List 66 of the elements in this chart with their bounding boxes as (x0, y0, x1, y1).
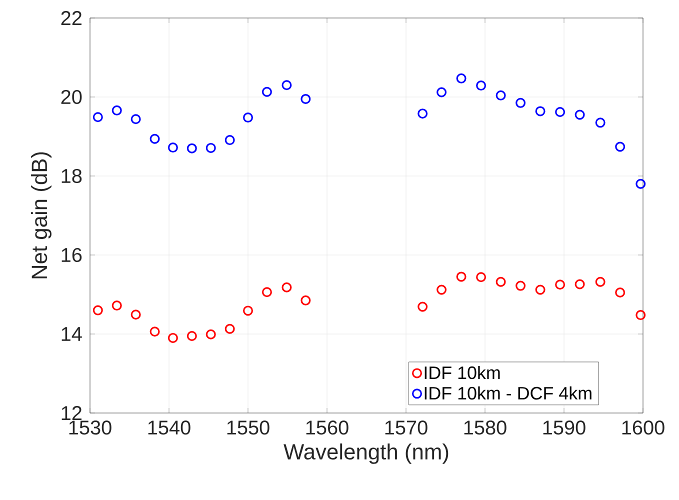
point (300, 94, 311, 104)
x-tick-label: 1540 (148, 420, 190, 435)
point (262, 86, 272, 97)
point (535, 284, 546, 295)
point (300, 295, 311, 306)
x-tick-label: 1590 (543, 420, 586, 435)
point (92, 305, 103, 316)
legend-label: IDF 10km - DCF 4km (424, 386, 592, 400)
point (555, 107, 566, 118)
x-tick-label: 1550 (227, 420, 270, 435)
point (282, 282, 292, 292)
point (224, 135, 235, 146)
point (168, 332, 178, 343)
point (595, 276, 606, 287)
y-tick-label: 16 (62, 248, 82, 262)
x-tick-label: 1600 (622, 420, 664, 435)
y-tick-label: 20 (61, 90, 82, 104)
point (496, 276, 506, 287)
point (206, 329, 216, 340)
point (150, 326, 160, 337)
point (112, 300, 122, 311)
point (224, 324, 235, 334)
point (516, 280, 526, 291)
y-tick-label: 12 (62, 406, 82, 420)
x-axis-title: Wavelength (nm) (284, 443, 448, 464)
point (282, 80, 292, 90)
point (418, 302, 428, 312)
point (262, 287, 272, 298)
y-tick-label: 14 (62, 327, 82, 341)
point (516, 98, 526, 108)
point (168, 142, 178, 153)
point (615, 288, 626, 298)
point (574, 279, 585, 290)
point (595, 118, 606, 128)
point (476, 272, 486, 282)
point (112, 105, 122, 116)
x-tick-label: 1530 (69, 420, 112, 435)
point (555, 280, 566, 290)
point (456, 272, 466, 282)
point (130, 114, 141, 124)
y-tick-label: 18 (62, 168, 82, 184)
point (436, 284, 447, 295)
point (206, 142, 216, 153)
point (92, 112, 103, 122)
point (130, 310, 141, 320)
point (418, 108, 428, 119)
point (186, 330, 197, 341)
point (186, 143, 197, 154)
point (535, 106, 546, 116)
legend-label: IDF 10km (424, 366, 500, 380)
point (150, 134, 160, 144)
x-tick-label: 1560 (306, 420, 348, 435)
point (496, 90, 506, 100)
point (243, 306, 253, 316)
point (636, 310, 646, 320)
y-axis-title: Net gain (dB) (31, 152, 52, 278)
point (436, 87, 447, 98)
point (243, 112, 253, 123)
x-tick-label: 1570 (385, 420, 428, 435)
y-tick-label: 22 (61, 11, 82, 25)
point (615, 142, 626, 152)
point (456, 73, 466, 84)
point (476, 80, 486, 91)
point (636, 178, 646, 189)
x-tick-label: 1580 (464, 420, 506, 435)
point (574, 110, 585, 120)
